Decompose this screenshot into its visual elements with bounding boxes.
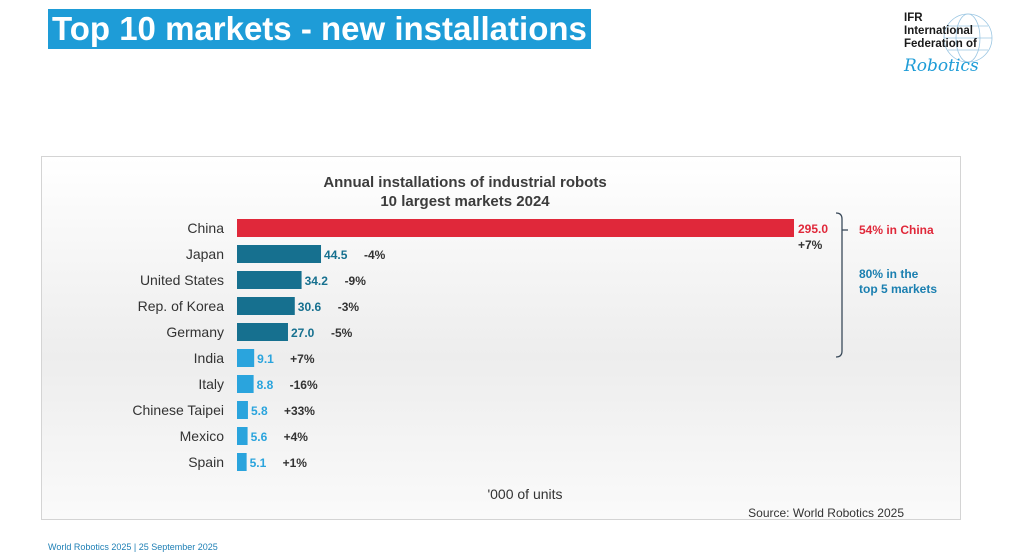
footer-text: World Robotics 2025 | 25 September 2025 bbox=[48, 542, 218, 552]
bar bbox=[237, 349, 255, 367]
top5-share-note: 80% in the top 5 markets bbox=[859, 267, 937, 296]
globe-icon bbox=[943, 13, 993, 63]
bar-chart: Annual installations of industrial robot… bbox=[132, 174, 937, 519]
change-label: +33% bbox=[284, 404, 315, 418]
change-label: -16% bbox=[290, 378, 318, 392]
x-axis-label: '000 of units bbox=[487, 486, 562, 502]
category-label: Rep. of Korea bbox=[138, 298, 225, 314]
category-label: Spain bbox=[188, 454, 224, 470]
change-label: +4% bbox=[284, 430, 309, 444]
bar bbox=[237, 323, 288, 341]
chart-panel: Annual installations of industrial robot… bbox=[41, 156, 961, 520]
chart-title: Annual installations of industrial robot… bbox=[323, 174, 606, 191]
category-label: Chinese Taipei bbox=[132, 402, 224, 418]
bar bbox=[237, 453, 247, 471]
bar bbox=[237, 219, 794, 237]
value-label: 5.8 bbox=[251, 404, 268, 418]
change-label: +7% bbox=[798, 238, 823, 252]
category-label: Mexico bbox=[180, 428, 225, 444]
logo-line-international: International bbox=[904, 25, 974, 37]
logo-script: Robotics bbox=[904, 56, 979, 76]
value-label: 5.1 bbox=[250, 456, 267, 470]
change-label: -3% bbox=[338, 300, 360, 314]
logo-line-federation: Federation of bbox=[904, 38, 977, 50]
change-label: +7% bbox=[290, 352, 315, 366]
category-label: United States bbox=[140, 272, 224, 288]
value-label: 27.0 bbox=[291, 326, 315, 340]
bar bbox=[237, 375, 254, 393]
category-label: China bbox=[187, 220, 224, 236]
change-label: -4% bbox=[364, 248, 386, 262]
source-note: Source: World Robotics 2025 bbox=[748, 506, 904, 519]
china-share-note: 54% in China bbox=[859, 223, 934, 237]
bar bbox=[237, 271, 302, 289]
bar bbox=[237, 401, 248, 419]
change-label: -9% bbox=[345, 274, 367, 288]
category-label: Japan bbox=[186, 246, 224, 262]
value-label: 8.8 bbox=[257, 378, 274, 392]
category-label: Italy bbox=[198, 376, 224, 392]
logo-line-ifr: IFR bbox=[904, 12, 923, 24]
value-label: 9.1 bbox=[257, 352, 274, 366]
value-label: 30.6 bbox=[298, 300, 322, 314]
category-label: India bbox=[194, 350, 225, 366]
value-label: 44.5 bbox=[324, 248, 348, 262]
change-label: +1% bbox=[283, 456, 308, 470]
category-label: Germany bbox=[166, 324, 224, 340]
change-label: -5% bbox=[331, 326, 353, 340]
value-label: 295.0 bbox=[798, 222, 828, 236]
slide-title: Top 10 markets - new installations bbox=[48, 9, 591, 49]
top5-bracket bbox=[835, 212, 843, 358]
bar bbox=[237, 297, 295, 315]
value-label: 34.2 bbox=[305, 274, 329, 288]
ifr-logo: IFR International Federation of Robotics bbox=[902, 12, 1002, 78]
chart-subtitle: 10 largest markets 2024 bbox=[380, 193, 550, 210]
value-label: 5.6 bbox=[251, 430, 268, 444]
bar bbox=[237, 245, 322, 263]
bar bbox=[237, 427, 248, 445]
